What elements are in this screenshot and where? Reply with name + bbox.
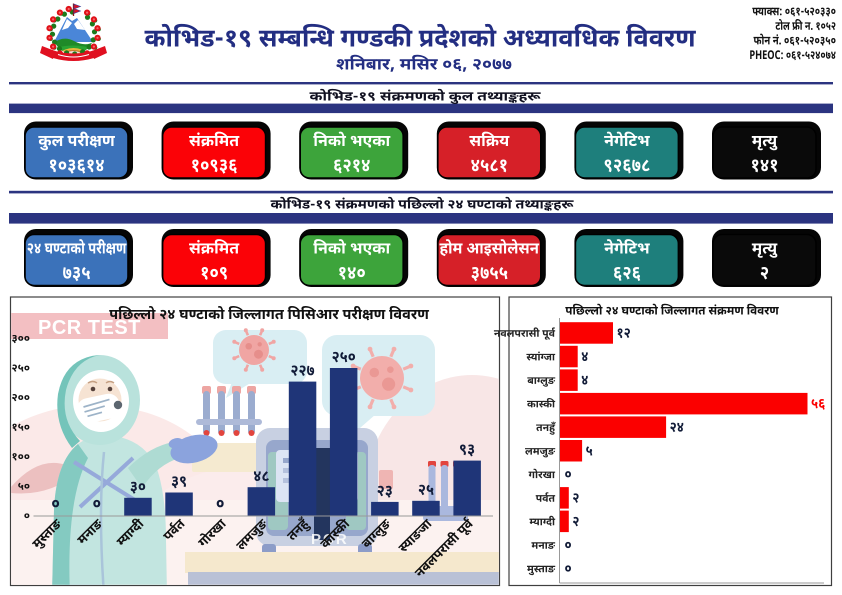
svg-text:PCR TEST: PCR TEST bbox=[38, 317, 141, 339]
